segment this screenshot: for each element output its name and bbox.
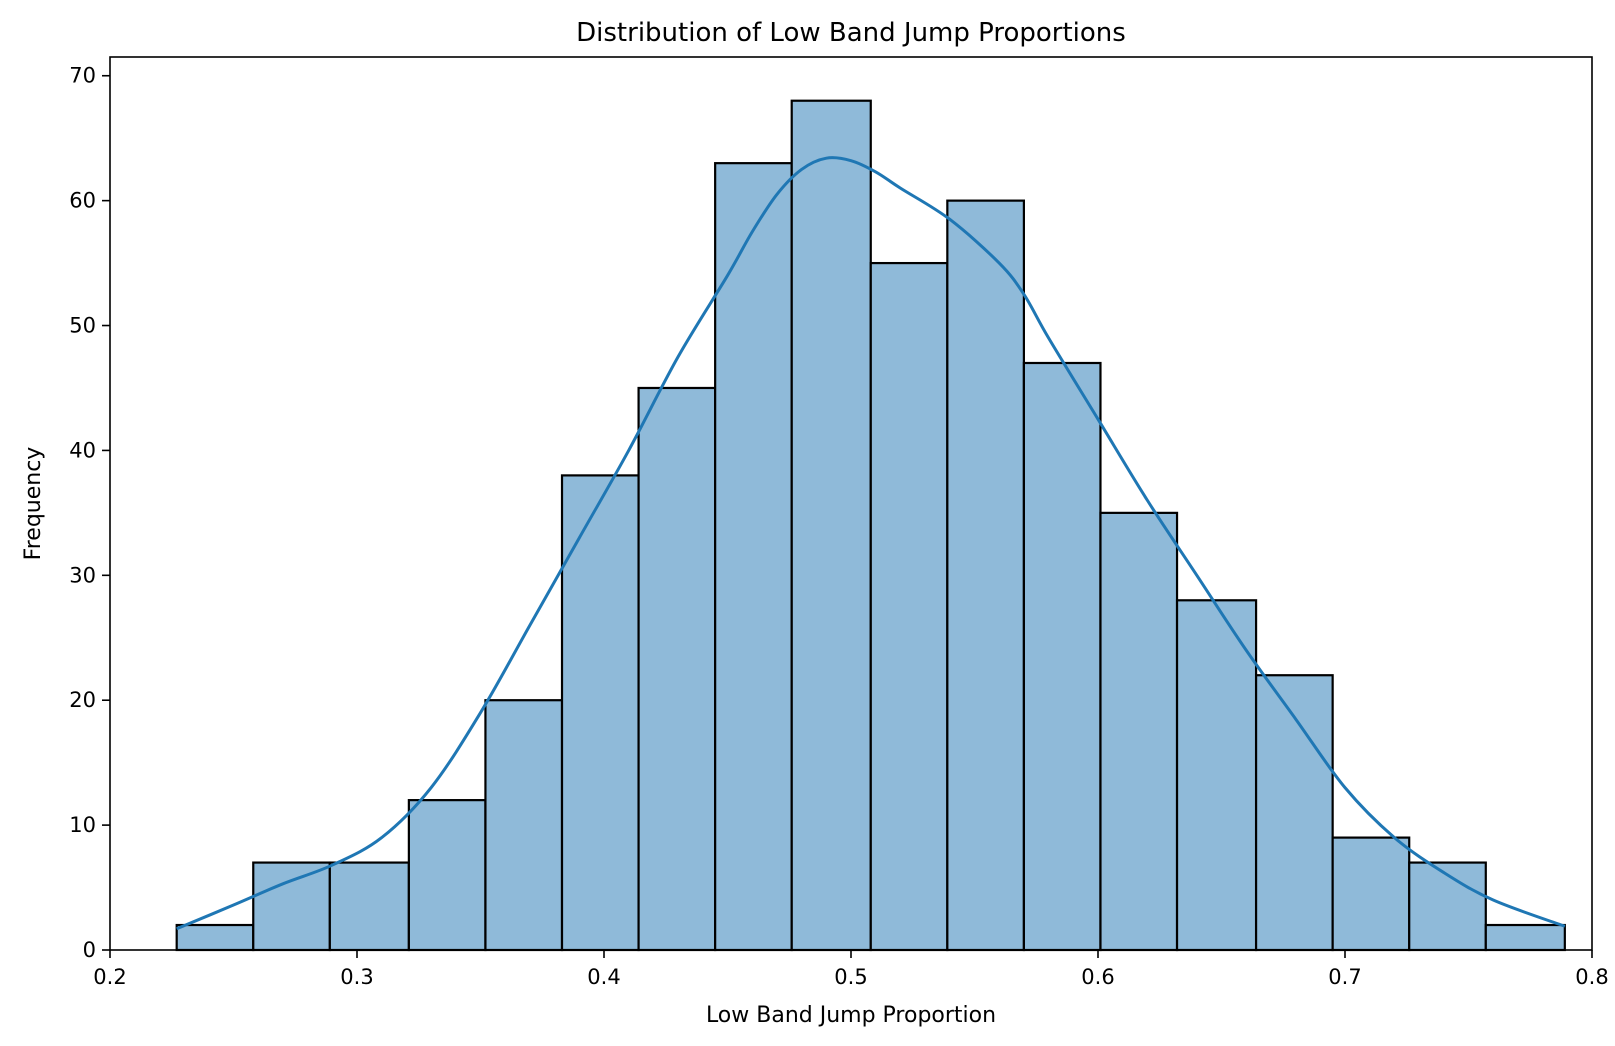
x-tick-label: 0.4 xyxy=(587,965,620,989)
histogram-bar xyxy=(328,861,410,952)
y-tick-label: 60 xyxy=(69,189,96,213)
histogram-bar xyxy=(946,199,1026,952)
histogram-bar xyxy=(1331,836,1411,952)
x-axis: 0.2 0.3 0.4 0.5 0.6 0.7 0.8 xyxy=(93,950,1609,989)
histogram-bar xyxy=(1484,923,1566,952)
histogram-bar xyxy=(1022,361,1102,952)
x-tick-label: 0.3 xyxy=(340,965,373,989)
x-tick-label: 0.8 xyxy=(1575,965,1608,989)
histogram-bar xyxy=(1099,511,1179,952)
histogram-bar xyxy=(484,699,564,952)
histogram-bar xyxy=(407,799,487,952)
histogram-bar xyxy=(1175,599,1258,952)
x-tick-label: 0.6 xyxy=(1081,965,1114,989)
y-axis-label: Frequency xyxy=(21,447,46,561)
histogram-bar xyxy=(790,99,872,952)
x-tick-label: 0.5 xyxy=(834,965,867,989)
histogram-bar xyxy=(869,261,949,952)
kde-curve xyxy=(176,156,1566,931)
y-axis: 0 10 20 30 40 50 60 70 xyxy=(69,64,110,962)
histogram-bars xyxy=(175,99,1566,952)
histogram-bar xyxy=(560,474,640,952)
y-tick-label: 0 xyxy=(83,938,96,962)
y-tick-label: 50 xyxy=(69,314,96,338)
y-tick-label: 10 xyxy=(69,813,96,837)
chart-title: Distribution of Low Band Jump Proportion… xyxy=(576,18,1126,48)
y-tick-label: 30 xyxy=(69,563,96,587)
histogram-bar xyxy=(252,861,331,952)
y-tick-label: 20 xyxy=(69,688,96,712)
x-tick-label: 0.2 xyxy=(93,965,126,989)
histogram-bar xyxy=(1254,674,1334,952)
x-tick-label: 0.7 xyxy=(1328,965,1361,989)
histogram-bar xyxy=(175,923,255,952)
histogram-bar xyxy=(714,162,793,952)
x-axis-label: Low Band Jump Proportion xyxy=(706,1003,996,1028)
y-tick-label: 70 xyxy=(69,64,96,88)
histogram-bar xyxy=(637,386,717,952)
y-tick-label: 40 xyxy=(69,438,96,462)
